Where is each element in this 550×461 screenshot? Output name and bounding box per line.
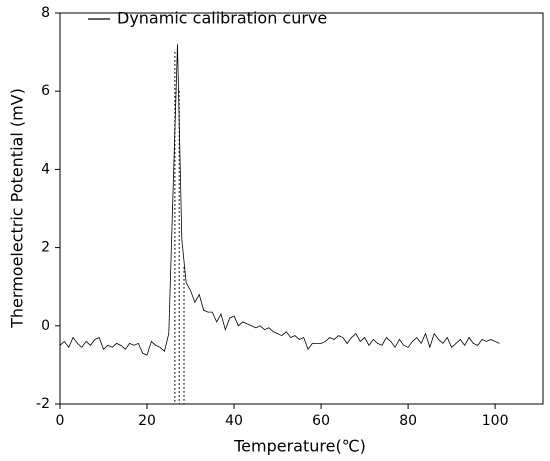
x-tick-label: 60 — [312, 413, 330, 429]
y-tick-label: -2 — [36, 396, 50, 412]
legend-label: Dynamic calibration curve — [117, 9, 327, 28]
data-line — [59, 44, 500, 356]
y-tick-label: 2 — [41, 240, 50, 256]
y-tick-label: 8 — [41, 5, 50, 21]
x-tick-label: 20 — [138, 413, 156, 429]
x-tick-label: 0 — [56, 413, 65, 429]
y-tick-label: 6 — [41, 83, 50, 99]
plot-frame — [59, 12, 544, 405]
x-axis-label: Temperature(℃) — [233, 437, 366, 456]
x-tick-label: 100 — [482, 413, 509, 429]
y-tick-label: 0 — [41, 318, 50, 334]
y-axis-label: Thermoelectric Potential (mV) — [8, 88, 27, 329]
y-tick-label: 4 — [41, 161, 50, 177]
x-tick-label: 80 — [399, 413, 417, 429]
x-tick-label: 40 — [225, 413, 243, 429]
